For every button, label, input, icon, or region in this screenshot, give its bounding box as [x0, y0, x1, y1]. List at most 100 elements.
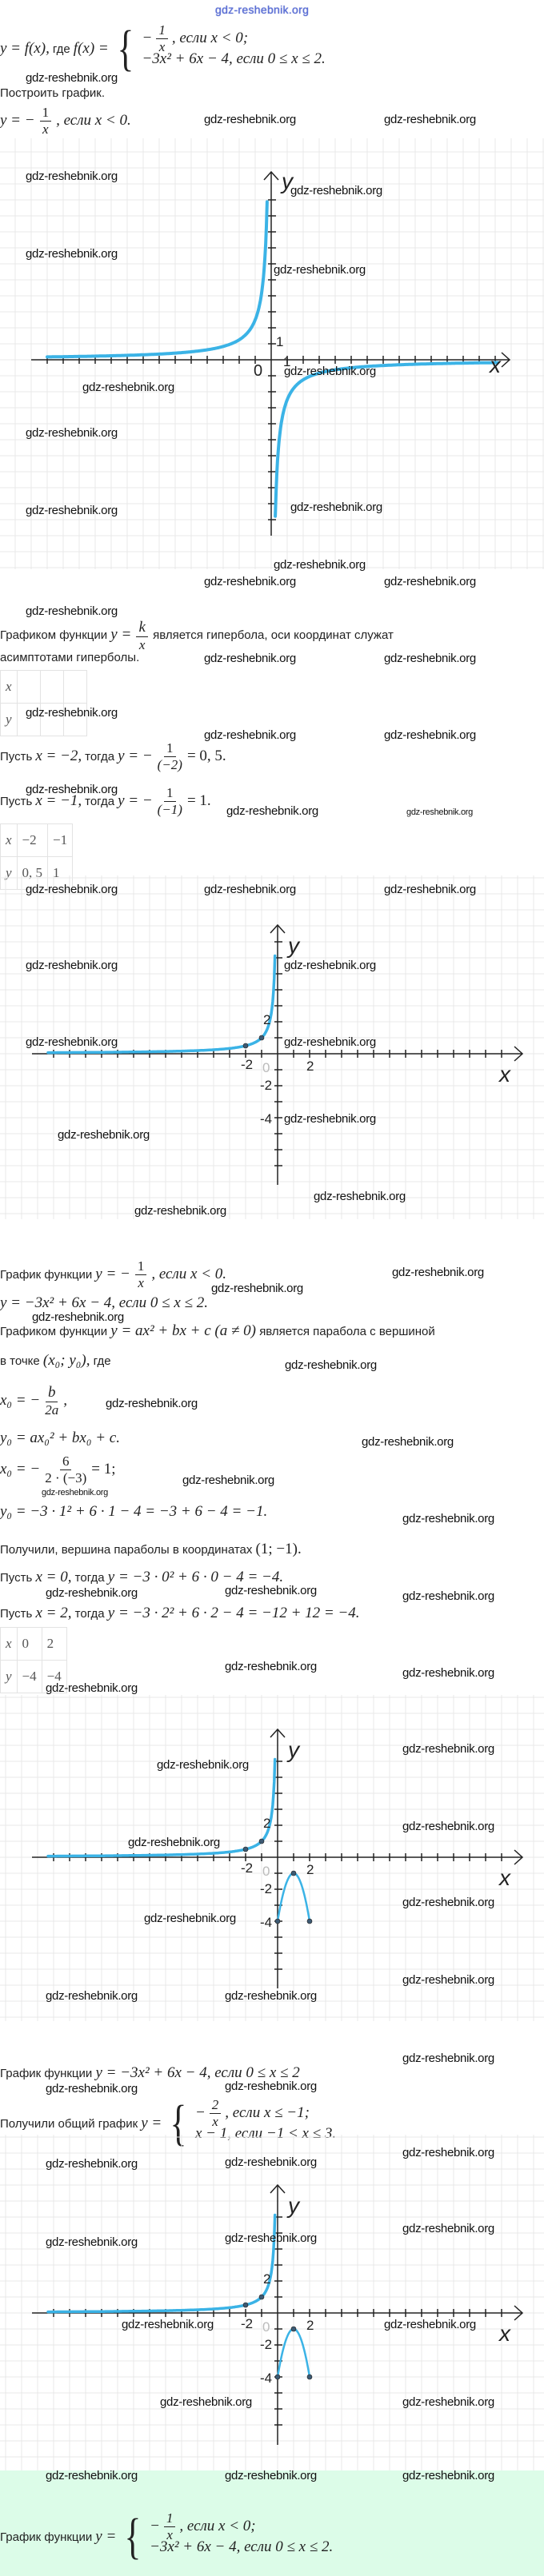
data-point: [274, 2374, 281, 2380]
calc-x-minus-1: Пусть x = −1, тогда y = − 1 (−1) = 1.: [0, 784, 211, 817]
watermark: gdz-reshebnik.org: [204, 883, 296, 896]
data-point: [242, 1043, 249, 1049]
watermark: gdz-reshebnik.org: [225, 1584, 317, 1597]
origin-label: 0: [262, 1060, 270, 1075]
x-axis-arrow: [514, 1046, 524, 1062]
chart-canvas: [0, 2135, 544, 2470]
watermark: gdz-reshebnik.org: [384, 728, 476, 742]
y-axis-arrow: [270, 923, 286, 934]
condition: , если x < 0;: [171, 30, 249, 46]
x-tick-label: -2: [241, 2316, 254, 2331]
x-tick-label: 2: [306, 2318, 314, 2333]
watermark: gdz-reshebnik.org: [128, 1836, 220, 1849]
y0-calc: y₀ = −3 · 1² + 6 · 1 − 4 = −3 + 6 − 4 = …: [0, 1503, 268, 1520]
calc-x-minus-2: Пусть x = −2, тогда y = − 1 (−2) = 0, 5.: [0, 740, 226, 772]
watermark: gdz-reshebnik.org: [392, 1266, 484, 1279]
watermark: gdz-reshebnik.org: [402, 1973, 494, 1987]
y-tick-label: -2: [260, 2337, 273, 2352]
math: f(x) =: [73, 40, 109, 57]
hyperbola-text-line2: асимптотами гиперболы.: [0, 651, 140, 664]
calc-x-0: Пусть x = 0, тогда y = −3 · 0² + 6 · 0 −…: [0, 1569, 284, 1585]
y-tick-label: -4: [260, 1915, 273, 1930]
site-watermark-header: gdz-reshebnik.org: [215, 3, 310, 16]
brace: {: [170, 2096, 187, 2151]
math: y = f(x),: [0, 40, 50, 57]
x-axis-arrow: [514, 1849, 524, 1865]
data-point: [242, 2302, 249, 2308]
data-point: [258, 2294, 265, 2300]
watermark: gdz-reshebnik.org: [402, 2395, 494, 2409]
watermark: gdz-reshebnik.org: [225, 2469, 317, 2482]
x-axis-arrow: [501, 352, 511, 368]
hyperbola-right-branch: [274, 361, 499, 518]
hyperbola-left-branch: [46, 954, 277, 1055]
data-point: [306, 1918, 313, 1924]
parabola-text: Графиком функции y = ax² + bx + c (a ≠ 0…: [0, 1322, 435, 1339]
watermark: gdz-reshebnik.org: [384, 883, 476, 896]
data-point: [274, 1918, 281, 1924]
x-axis-arrow: [514, 2305, 524, 2321]
vertex-text: Получили, вершина параболы в координатах…: [0, 1541, 302, 1557]
parabola-formula: y = −3x² + 6x − 4, если 0 ≤ x ≤ 2.: [0, 1294, 208, 1311]
chart-combined-1: y x 0 2 -2 2 -2 -4: [0, 1695, 544, 2021]
watermark: gdz-reshebnik.org: [42, 1488, 108, 1497]
watermark: gdz-reshebnik.org: [26, 783, 118, 796]
watermark: gdz-reshebnik.org: [284, 1112, 376, 1126]
task-text: Построить график.: [0, 86, 106, 100]
watermark: gdz-reshebnik.org: [26, 1035, 118, 1049]
brace: {: [117, 22, 134, 76]
calc-x-2: Пусть x = 2, тогда y = −3 · 2² + 6 · 2 −…: [0, 1605, 360, 1621]
watermark: gdz-reshebnik.org: [204, 652, 296, 665]
watermark: gdz-reshebnik.org: [26, 959, 118, 972]
watermark: gdz-reshebnik.org: [225, 1989, 317, 2003]
watermark: gdz-reshebnik.org: [204, 575, 296, 588]
y-tick-label: -4: [260, 1111, 273, 1127]
hyperbola-left-branch: [46, 200, 269, 359]
y-axis-label: y: [282, 169, 293, 193]
hyperbola-left-branch: [46, 1757, 277, 1858]
x-tick-label: 2: [306, 1059, 314, 1074]
watermark: gdz-reshebnik.org: [402, 2146, 494, 2159]
graph-text-2: График функции y = −3x² + 6x − 4, если 0…: [0, 2064, 300, 2081]
watermark: gdz-reshebnik.org: [26, 706, 118, 720]
watermark: gdz-reshebnik.org: [285, 1358, 377, 1372]
answer-box: [0, 2470, 544, 2576]
watermark: gdz-reshebnik.org: [384, 575, 476, 588]
watermark: gdz-reshebnik.org: [144, 1912, 236, 1925]
y-axis-arrow: [263, 170, 279, 181]
watermark: gdz-reshebnik.org: [46, 2082, 138, 2095]
data-point: [290, 1870, 297, 1876]
y-axis-label: y: [288, 1737, 299, 1762]
watermark: gdz-reshebnik.org: [225, 1660, 317, 1673]
values-table-empty: x y: [0, 670, 87, 736]
y-tick-label: 2: [263, 1012, 271, 1027]
watermark: gdz-reshebnik.org: [122, 2318, 214, 2331]
watermark: gdz-reshebnik.org: [26, 169, 118, 183]
x-axis-label: x: [499, 1865, 510, 1890]
watermark: gdz-reshebnik.org: [46, 2157, 138, 2171]
watermark: gdz-reshebnik.org: [402, 1666, 494, 1680]
chart-canvas: [0, 138, 544, 569]
watermark: gdz-reshebnik.org: [160, 2395, 252, 2409]
watermark: gdz-reshebnik.org: [284, 959, 376, 972]
x-axis-label: x: [499, 1062, 510, 1087]
y-tick-label: 1: [276, 334, 284, 349]
chart-hyperbola: y x 0 1 1: [0, 138, 544, 569]
watermark: gdz-reshebnik.org: [204, 728, 296, 742]
x-tick-label: -2: [241, 1860, 254, 1876]
watermark: gdz-reshebnik.org: [211, 1282, 303, 1295]
watermark: gdz-reshebnik.org: [402, 1742, 494, 1756]
watermark: gdz-reshebnik.org: [26, 883, 118, 896]
chart-canvas: [0, 875, 544, 1219]
watermark: gdz-reshebnik.org: [46, 1681, 138, 1695]
y0-formula: y₀ = ax₀² + bx₀ + c.: [0, 1430, 120, 1446]
origin-label: 0: [262, 1864, 270, 1879]
